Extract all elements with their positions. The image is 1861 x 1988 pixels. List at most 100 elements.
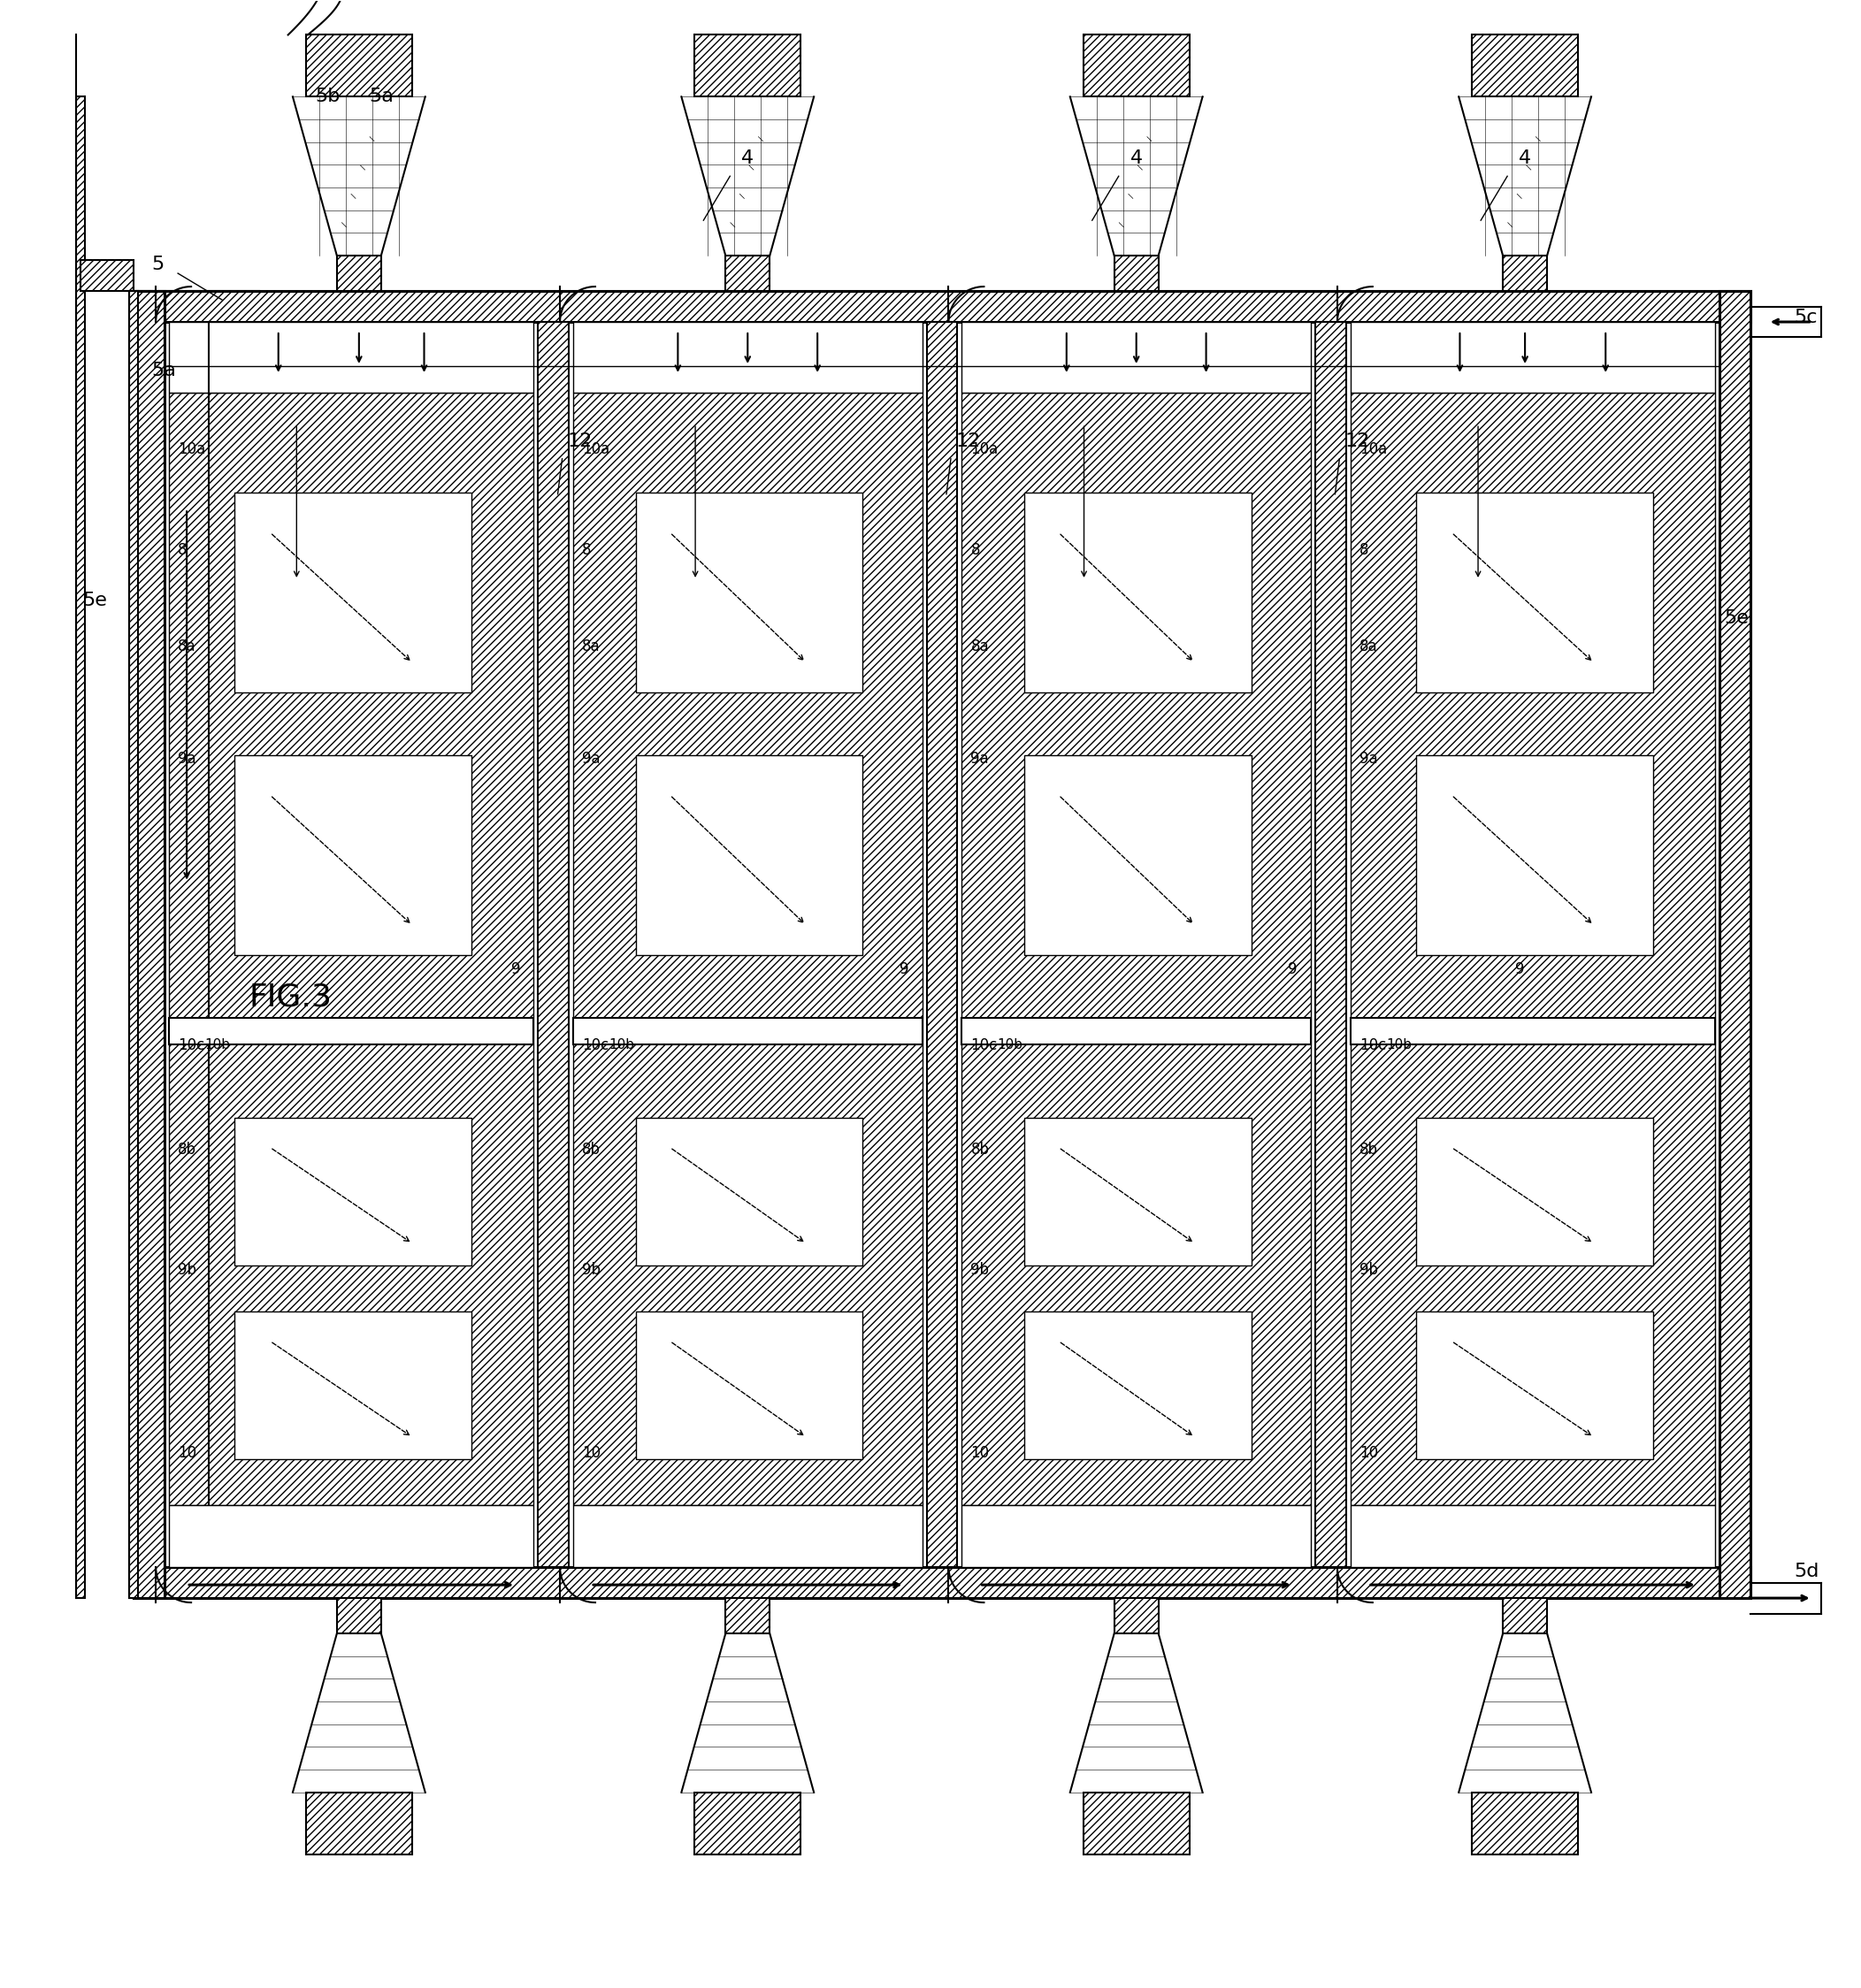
Text: 12: 12: [1346, 431, 1370, 449]
Bar: [1472, 1793, 1578, 1855]
Text: 10b: 10b: [997, 1038, 1024, 1052]
Text: 12: 12: [568, 431, 592, 449]
Bar: [962, 322, 1310, 392]
Text: 4: 4: [741, 149, 754, 167]
Bar: [573, 322, 921, 392]
Bar: [134, 290, 164, 1598]
Bar: [1504, 256, 1546, 290]
Bar: [134, 290, 1749, 322]
Text: 5: 5: [151, 256, 164, 272]
Bar: [1083, 1793, 1189, 1855]
Text: 9: 9: [899, 960, 908, 976]
Text: 10a: 10a: [1359, 441, 1386, 457]
Text: 8: 8: [971, 543, 981, 559]
Bar: [1351, 1505, 1714, 1567]
Bar: [76, 97, 86, 1598]
Text: 10b: 10b: [205, 1038, 231, 1052]
Text: 10: 10: [1359, 1445, 1377, 1461]
Bar: [573, 1505, 921, 1567]
Bar: [927, 322, 957, 1567]
Bar: [1416, 493, 1653, 692]
Bar: [573, 392, 921, 1505]
Text: 9: 9: [1288, 960, 1297, 976]
Bar: [962, 1505, 1310, 1567]
Text: 5b: 5b: [316, 87, 341, 105]
Bar: [538, 322, 569, 1567]
Text: 10c: 10c: [1359, 1038, 1386, 1054]
Text: 8b: 8b: [179, 1141, 197, 1157]
Text: 12: 12: [957, 431, 981, 449]
Text: 4: 4: [1130, 149, 1143, 167]
Bar: [636, 493, 864, 692]
Text: 4: 4: [1519, 149, 1532, 167]
Bar: [80, 260, 134, 290]
Bar: [694, 1793, 800, 1855]
Bar: [1416, 1117, 1653, 1266]
Bar: [1351, 322, 1714, 392]
Bar: [337, 1598, 382, 1634]
Bar: [1025, 1117, 1251, 1266]
Text: 8b: 8b: [582, 1141, 601, 1157]
Text: 10a: 10a: [971, 441, 997, 457]
Text: 8a: 8a: [971, 638, 988, 654]
Bar: [1416, 755, 1653, 954]
Bar: [1351, 1018, 1714, 1044]
Text: 9a: 9a: [971, 751, 988, 767]
Bar: [169, 1505, 534, 1567]
Text: 5c: 5c: [1794, 308, 1818, 326]
Text: 10: 10: [179, 1445, 197, 1461]
Text: 5e: 5e: [82, 590, 108, 608]
Bar: [234, 1312, 471, 1459]
Text: 10b: 10b: [609, 1038, 635, 1052]
Bar: [1025, 493, 1251, 692]
Text: 5a: 5a: [368, 87, 393, 105]
Text: 10: 10: [582, 1445, 601, 1461]
Bar: [234, 493, 471, 692]
Bar: [1416, 1312, 1653, 1459]
Bar: [1351, 392, 1714, 1505]
Text: 10a: 10a: [179, 441, 205, 457]
Bar: [1025, 1312, 1251, 1459]
Bar: [962, 392, 1310, 1505]
Bar: [726, 1598, 770, 1634]
Text: 9a: 9a: [179, 751, 195, 767]
Bar: [1316, 322, 1346, 1567]
Text: 10: 10: [971, 1445, 990, 1461]
Text: 9b: 9b: [582, 1262, 601, 1278]
Bar: [134, 1567, 1749, 1598]
Text: 10c: 10c: [582, 1038, 609, 1054]
Text: 5a: 5a: [151, 362, 177, 380]
Bar: [305, 36, 411, 97]
Bar: [134, 290, 1749, 1598]
Text: 9: 9: [1515, 960, 1524, 976]
Text: 9a: 9a: [582, 751, 601, 767]
Bar: [726, 256, 770, 290]
Text: 8a: 8a: [582, 638, 601, 654]
Bar: [1720, 290, 1749, 1598]
Bar: [234, 1117, 471, 1266]
Bar: [234, 755, 471, 954]
Text: 8b: 8b: [1359, 1141, 1377, 1157]
Bar: [1083, 36, 1189, 97]
Bar: [636, 755, 864, 954]
Text: 8b: 8b: [971, 1141, 990, 1157]
Text: 9b: 9b: [1359, 1262, 1377, 1278]
Text: 10b: 10b: [1386, 1038, 1411, 1052]
Bar: [636, 1312, 864, 1459]
Text: 9b: 9b: [179, 1262, 197, 1278]
Text: 10c: 10c: [179, 1038, 205, 1054]
Bar: [305, 1793, 411, 1855]
Bar: [573, 1018, 921, 1044]
Bar: [1504, 1598, 1546, 1634]
Text: 8: 8: [1359, 543, 1368, 559]
Bar: [337, 256, 382, 290]
Text: FIG.3: FIG.3: [249, 982, 331, 1012]
Bar: [1472, 36, 1578, 97]
Text: 9b: 9b: [971, 1262, 990, 1278]
Bar: [1115, 256, 1158, 290]
Text: 8a: 8a: [179, 638, 195, 654]
Bar: [1025, 755, 1251, 954]
Bar: [169, 322, 534, 392]
Text: 5e: 5e: [1723, 608, 1747, 626]
Text: 8: 8: [179, 543, 188, 559]
